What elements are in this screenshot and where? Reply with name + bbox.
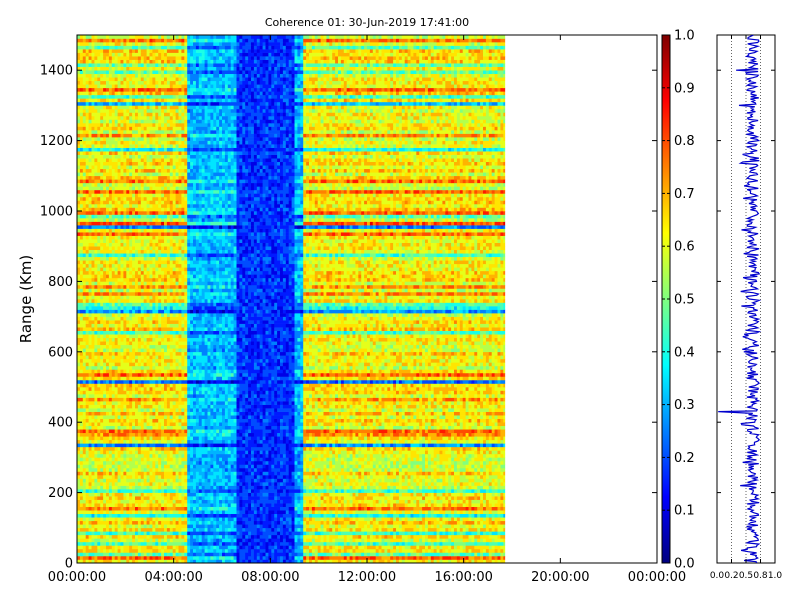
y-axis-label: Range (Km) [17,255,35,343]
colorbar-tick-label: 0.6 [674,240,695,255]
colorbar-tick-label: 0.9 [674,81,695,96]
profile-x-tick-label: 0.5 [739,571,753,581]
y-tick-label: 1200 [40,134,73,149]
profile-x-tick-label: 0.0 [710,571,725,581]
x-tick-label: 04:00:00 [144,570,202,585]
profile-x-tick-label: 0.8 [753,571,768,581]
profile-y-ticks [717,69,775,564]
x-tick-label: 12:00:00 [338,570,396,585]
colorbar-tick-label: 1.0 [674,29,695,44]
colorbar-ticks: 0.0 0.1 0.2 0.3 0.4 0.5 0.6 0.7 0.8 0.9 1.0 [662,29,695,572]
y-tick-label: 400 [48,416,73,431]
profile-line [718,35,762,563]
colorbar-tick-label: 0.5 [674,293,695,308]
x-tick-label: 00:00:00 [48,570,106,585]
profile-x-ticks: 0.0 0.2 0.5 0.8 1.0 [710,35,783,581]
colorbar-tick-label: 0.2 [674,451,695,466]
colorbar-tick-label: 0.7 [674,187,695,202]
x-tick-label: 08:00:00 [241,570,299,585]
y-tick-label: 1000 [40,205,73,220]
x-tick-label: 00:00:00 [628,570,686,585]
y-tick-label: 1400 [40,64,73,79]
colorbar-tick-label: 0.0 [674,557,695,572]
profile-grid [731,35,761,563]
colorbar-tick-label: 0.4 [674,345,695,360]
profile-x-tick-label: 0.2 [724,571,738,581]
profile-x-tick-label: 1.0 [768,571,783,581]
y-tick-label: 200 [48,486,73,501]
main-y-ticks: 0 200 400 600 800 1000 1200 1400 [40,64,657,572]
heatmap-cells [77,35,506,563]
colorbar-tick-label: 0.3 [674,398,695,413]
main-x-ticks: 00:00:00 04:00:00 08:00:00 12:00:00 16:00:00… [48,35,686,585]
colorbar-tick-label: 0.8 [674,134,695,149]
colorbar-tick-label: 0.1 [674,504,695,519]
x-tick-label: 16:00:00 [434,570,492,585]
y-tick-label: 0 [65,557,73,572]
y-tick-label: 800 [48,275,73,290]
y-tick-label: 600 [48,345,73,360]
x-tick-label: 20:00:00 [531,570,589,585]
chart-title: Coherence 01: 30-Jun-2019 17:41:00 [265,16,469,29]
